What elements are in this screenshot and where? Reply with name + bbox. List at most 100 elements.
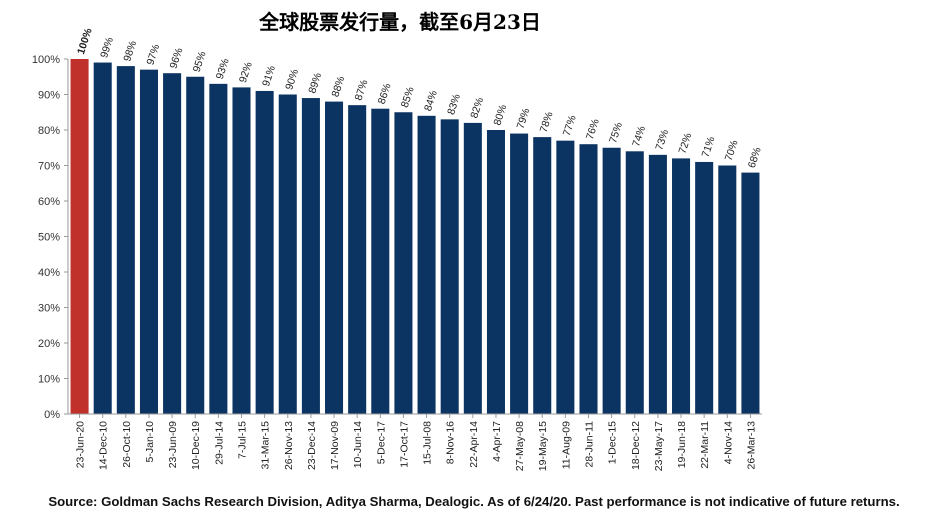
y-tick-label: 80% [38,125,60,137]
data-label: 83% [445,93,463,117]
x-tick-label: 26-Nov-13 [283,421,295,470]
data-label: 89% [306,71,324,95]
bars [70,59,760,415]
x-tick-label: 14-Dec-10 [98,421,110,470]
data-label: 70% [723,139,741,163]
x-tick-label: 22-Mar-11 [699,421,711,469]
bar [278,94,297,414]
data-label: 79% [515,107,533,131]
x-tick-label: 23-Jun-20 [75,421,87,468]
bar [486,130,505,414]
bar [579,144,598,414]
data-label: 100% [75,26,95,56]
y-tick-label: 30% [38,303,60,315]
bar [186,76,205,414]
x-tick-label: 19-May-15 [537,421,549,471]
data-label: 73% [653,128,671,152]
x-tick-label: 5-Jan-10 [144,421,156,463]
data-label: 92% [237,61,255,85]
y-tick-label: 90% [38,90,60,102]
data-label: 74% [630,125,648,149]
x-tick-label: 11-Aug-09 [560,421,572,469]
bar [741,172,760,414]
bar [602,147,621,414]
bar [139,69,158,415]
data-label: 95% [191,50,209,74]
data-label: 75% [607,121,625,145]
data-label: 87% [353,78,371,102]
bar [325,101,344,414]
x-tick-label: 22-Apr-14 [468,421,480,468]
bar [463,122,482,415]
data-label: 76% [584,117,602,141]
bar [718,165,737,414]
bar [556,140,575,414]
data-label: 84% [422,89,440,113]
x-tick-label: 26-Mar-13 [745,421,757,470]
x-tick-label: 29-Jul-14 [213,421,225,465]
data-label: 96% [168,46,186,70]
bar [510,133,529,415]
bar [255,90,274,414]
x-tick-label: 10-Dec-19 [190,421,202,470]
bar [348,105,367,415]
x-tick-label: 7-Jul-15 [237,421,249,459]
bar [672,158,691,414]
x-tick-label: 31-Mar-15 [260,421,272,470]
y-tick-label: 20% [38,338,60,350]
x-tick-label: 4-Apr-17 [491,421,503,462]
data-label: 80% [491,103,509,127]
data-label: 93% [214,57,232,81]
bar [440,119,459,414]
data-label: 82% [468,96,486,120]
bar [301,98,320,415]
bar [648,154,667,414]
bar [163,73,182,414]
x-tick-label: 1-Dec-15 [607,421,619,464]
y-tick-label: 50% [38,232,60,244]
data-label: 72% [676,132,694,156]
data-label: 85% [399,85,417,109]
bar [93,62,112,415]
data-label: 90% [283,68,301,92]
bar [70,59,89,414]
y-tick-label: 0% [44,409,60,421]
x-tick-label: 26-Oct-10 [121,421,133,468]
x-tick-label: 15-Jul-08 [422,421,434,465]
bar [695,161,714,414]
x-tick-label: 17-Oct-17 [398,421,410,468]
data-label: 88% [329,75,347,99]
x-tick-label: 28-Jun-11 [584,421,596,468]
x-axis: 23-Jun-20 14-Dec-10 26-Oct-10 5-Jan-10 23-Ju… [68,413,762,471]
x-tick-label: 19-Jun-18 [676,421,688,468]
chart-title: 全球股票发行量，截至6月23日 [259,10,541,34]
x-tick-label: 17-Nov-09 [329,421,341,470]
bar [371,108,390,414]
y-tick-label: 70% [38,161,60,173]
x-tick-label: 8-Nov-16 [445,421,457,464]
x-tick-label: 23-Jun-09 [167,421,179,468]
bar [394,112,413,414]
x-tick-label: 23-Dec-14 [306,421,318,470]
data-label: 98% [121,39,139,63]
x-tick-label: 10-Jun-14 [352,421,364,468]
y-tick-label: 100% [32,54,60,66]
y-axis: 0% 10% 20% 30% 40% 50% 60% 70% 80% 90% 100% [32,54,69,421]
data-label: 77% [561,114,579,138]
data-label: 68% [746,146,764,170]
x-tick-label: 18-Dec-12 [630,421,642,470]
data-label: 99% [98,36,116,60]
source-footnote: Source: Goldman Sachs Research Division,… [48,494,900,509]
data-label: 91% [260,64,278,88]
bar [232,87,251,415]
bar [116,66,135,414]
x-tick-label: 5-Dec-17 [375,421,387,464]
bar [533,137,552,414]
x-tick-label: 4-Nov-14 [722,421,734,464]
y-tick-label: 10% [38,374,60,386]
data-label: 78% [538,110,556,134]
bar [209,83,228,414]
bar [625,151,644,415]
x-tick-label: 27-May-08 [514,421,526,471]
